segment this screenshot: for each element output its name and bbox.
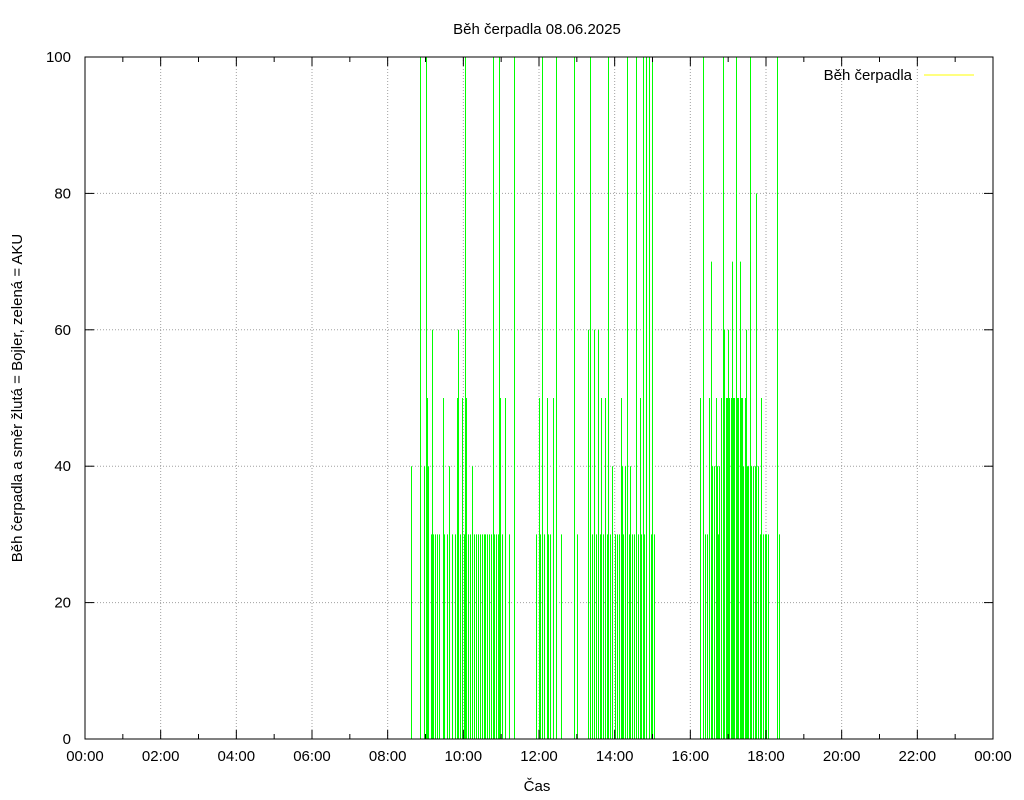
legend-label: Běh čerpadla [824,67,913,84]
x-tick-label: 20:00 [823,748,861,765]
tick-labels: 00:00 02:00 04:00 06:00 08:00 10:00 12:00 14:00… [46,49,1012,765]
y-tick-label: 0 [63,731,71,748]
x-tick-label: 06:00 [293,748,331,765]
y-tick-label: 20 [54,595,71,612]
x-tick-label: 14:00 [596,748,634,765]
x-tick-label: 08:00 [369,748,407,765]
y-tick-label: 80 [54,185,71,202]
x-tick-label: 12:00 [520,748,558,765]
chart-title: Běh čerpadla 08.06.2025 [453,21,621,38]
x-tick-label: 04:00 [218,748,256,765]
x-tick-label: 00:00 [66,748,104,765]
y-tick-label: 40 [54,458,71,475]
x-axis-label: Čas [524,778,551,795]
x-tick-label: 22:00 [899,748,937,765]
x-tick-label: 16:00 [672,748,710,765]
x-tick-label: 10:00 [445,748,483,765]
x-tick-label: 18:00 [747,748,785,765]
legend: Běh čerpadla [824,67,974,84]
axis-ticks [84,56,994,740]
x-tick-label: 02:00 [142,748,180,765]
series-impulses [411,57,780,739]
y-tick-label: 100 [46,49,71,66]
x-tick-label: 00:00 [974,748,1012,765]
y-tick-label: 60 [54,322,71,339]
y-axis-label: Běh čerpadla a směr žlutá = Bojler, zele… [9,234,26,563]
